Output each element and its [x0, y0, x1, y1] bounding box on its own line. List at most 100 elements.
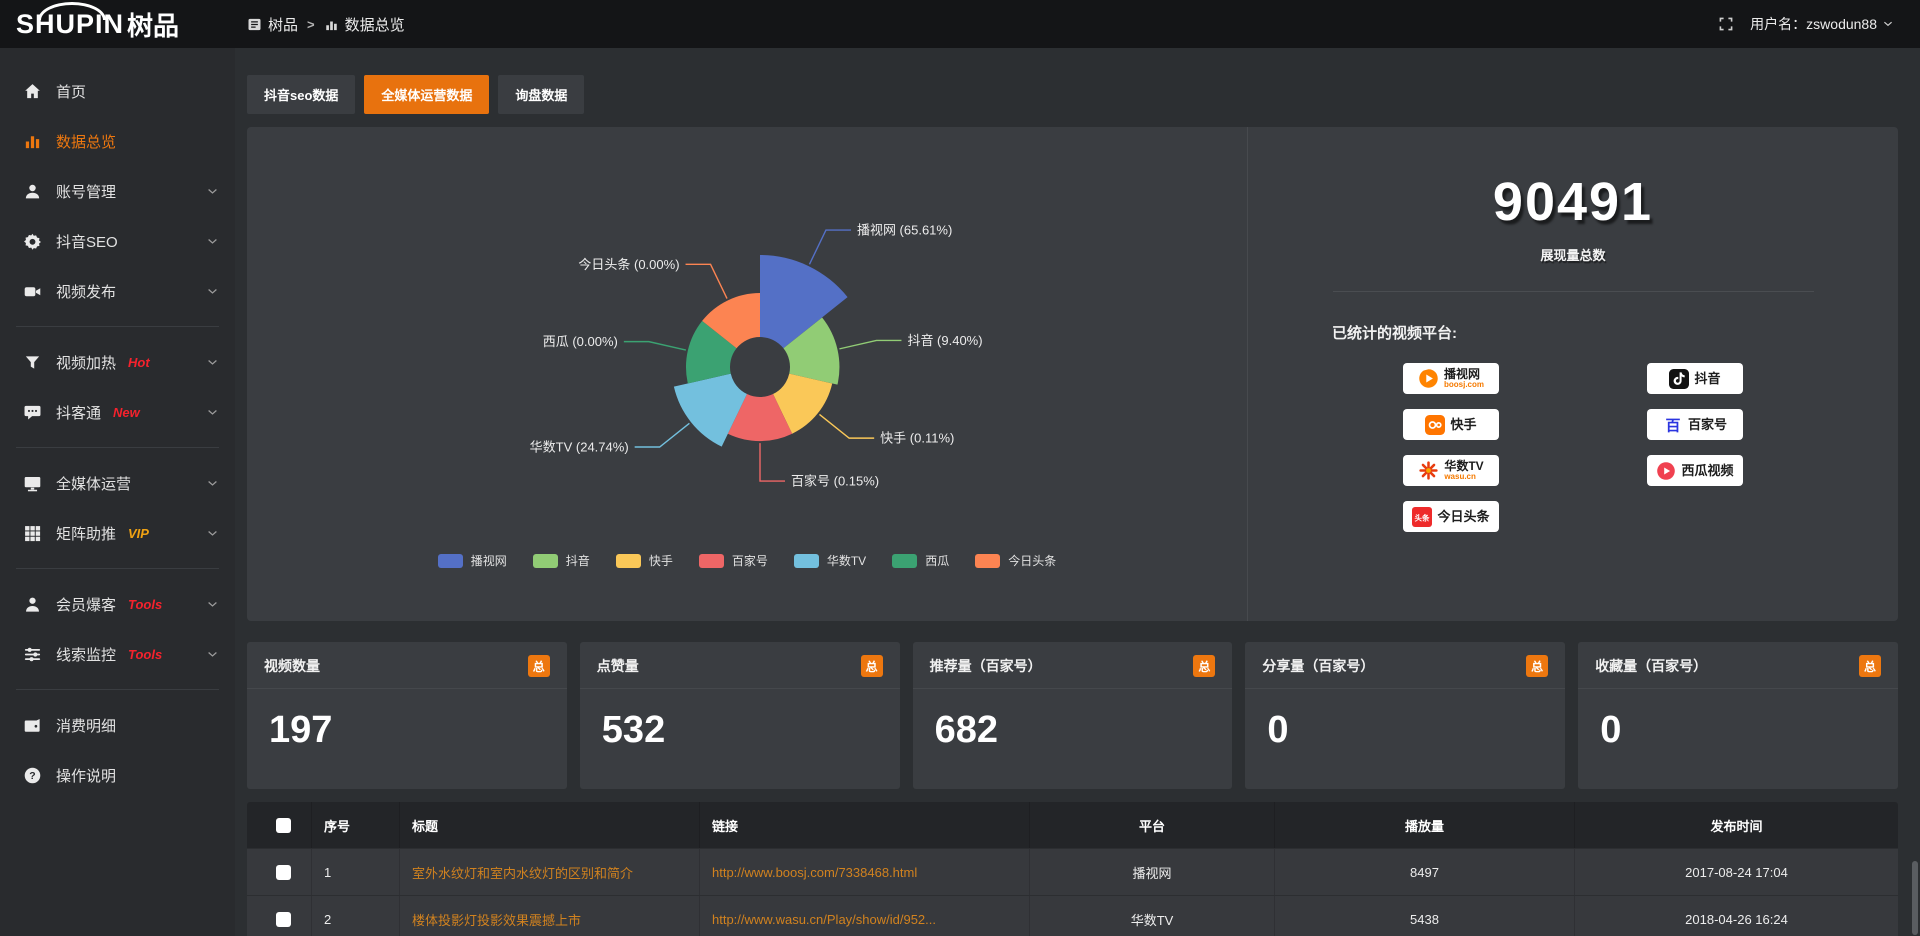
stat-card-title: 分享量（百家号） — [1262, 658, 1375, 674]
total-badge[interactable]: 总 — [860, 655, 883, 677]
sidebar-item-video-publish[interactable]: 视频发布 — [0, 266, 235, 316]
pie-slice-播视网[interactable] — [760, 255, 848, 349]
total-badge[interactable]: 总 — [527, 655, 550, 677]
total-badge[interactable]: 总 — [1193, 655, 1216, 677]
logo-text-en: SHUPIN — [16, 1, 125, 39]
stats-cards-row: 视频数量总 197 点赞量总 532 推荐量（百家号）总 682 分享量（百家号）总 0 收藏量… — [247, 642, 1898, 789]
pie-label-华数TV: 华数TV (24.74%) — [530, 440, 629, 455]
home-icon — [22, 81, 42, 101]
legend-item-百家号[interactable]: 百家号 — [698, 552, 768, 569]
sidebar-item-matrix-boost[interactable]: 矩阵助推 VIP — [0, 508, 235, 558]
total-badge[interactable]: 总 — [1858, 655, 1881, 677]
legend-label: 西瓜 — [925, 554, 950, 568]
breadcrumb-item-shupin[interactable]: 树品 — [247, 14, 298, 35]
platform-badge-baijiahao[interactable]: 百百家号 — [1647, 409, 1743, 440]
platform-badge-toutiao[interactable]: 头条 今日头条 — [1403, 501, 1499, 532]
pie-label-百家号: 百家号 (0.15%) — [791, 474, 879, 489]
sidebar-item-data-overview[interactable]: 数据总览 — [0, 116, 235, 166]
pie-slice-快手[interactable] — [773, 373, 833, 434]
platform-badge-douyin[interactable]: 抖音 — [1647, 363, 1743, 394]
scrollbar-thumb[interactable] — [1912, 861, 1918, 935]
user-icon — [22, 181, 42, 201]
sidebar-item-video-heat[interactable]: 视频加热 Hot — [0, 337, 235, 387]
sidebar-item-help[interactable]: ? 操作说明 — [0, 750, 235, 800]
sidebar-item-member-baoke[interactable]: 会员爆客 Tools — [0, 579, 235, 629]
header-cell: 序号 — [311, 802, 399, 848]
pie-chart-svg[interactable]: 播视网 (65.61%) 抖音 (9.40%) 快手 (0.11%) 百家号 (0.1… — [247, 127, 1247, 557]
sidebar-item-douketong[interactable]: 抖客通 New — [0, 387, 235, 437]
platform-badge-xigua[interactable]: 西瓜视频 — [1647, 455, 1743, 486]
platform-badge-boosj[interactable]: 播视网 boosj.com — [1403, 363, 1499, 394]
sidebar-item-clue-monitor[interactable]: 线索监控 Tools — [0, 629, 235, 679]
tab-inquiry-data[interactable]: 询盘数据 — [498, 75, 585, 114]
user-menu[interactable]: 用户名：zswodun88 — [1750, 14, 1894, 34]
pie-slice-西瓜[interactable] — [686, 320, 737, 384]
select-all-checkbox[interactable] — [276, 817, 291, 833]
tab-media-ops-data[interactable]: 全媒体运营数据 — [364, 75, 490, 114]
cell-link[interactable]: http://www.boosj.com/7338468.html — [699, 849, 1029, 895]
table-row: 2 楼体投影灯投影效果震撼上市 http://www.wasu.cn/Play/sh… — [247, 895, 1898, 936]
cell-checkbox — [247, 896, 311, 936]
divider — [1332, 291, 1814, 292]
pie-label-line — [634, 422, 690, 448]
row-checkbox[interactable] — [276, 911, 291, 927]
cell-title[interactable]: 楼体投影灯投影效果震撼上市 — [399, 896, 699, 936]
platform-name: 西瓜视频 — [1681, 462, 1734, 478]
chevron-down-icon — [206, 648, 219, 661]
sidebar-item-label: 线索监控 — [56, 646, 117, 664]
chat-icon — [22, 402, 42, 422]
sidebar-item-label: 数据总览 — [56, 133, 117, 151]
chevron-down-icon — [206, 185, 219, 198]
wasu-logo-icon — [1418, 460, 1439, 481]
stat-card-title: 视频数量 — [264, 658, 320, 674]
pie-label-line — [685, 263, 728, 299]
cell-link[interactable]: http://www.wasu.cn/Play/show/id/952... — [699, 896, 1029, 936]
pie-slice-百家号[interactable] — [727, 394, 793, 442]
legend-item-抖音[interactable]: 抖音 — [532, 552, 590, 569]
platform-badge-wasu[interactable]: 华数TV wasu.cn — [1403, 455, 1499, 486]
breadcrumb: 树品 > 数据总览 — [247, 14, 405, 35]
pie-slice-华数TV[interactable] — [673, 373, 747, 447]
platform-domain: wasu.cn — [1444, 471, 1476, 481]
chevron-down-icon — [1882, 18, 1894, 30]
cell-time: 2018-04-26 16:24 — [1574, 896, 1898, 936]
stat-card-header: 收藏量（百家号） 总 — [1578, 642, 1898, 689]
row-checkbox[interactable] — [276, 864, 291, 880]
platforms-label: 已统计的视频平台: — [1332, 325, 1457, 342]
legend-label: 华数TV — [826, 554, 867, 568]
cell-title[interactable]: 室外水纹灯和室内水纹灯的区别和简介 — [399, 849, 699, 895]
chevron-down-icon — [206, 406, 219, 419]
platform-domain: boosj.com — [1443, 379, 1484, 389]
stat-card-value: 0 — [1267, 709, 1289, 751]
sidebar-item-label: 视频发布 — [56, 283, 117, 301]
legend-item-华数TV[interactable]: 华数TV — [793, 552, 867, 569]
platform-name: 百家号 — [1687, 416, 1727, 432]
legend-item-播视网[interactable]: 播视网 — [437, 552, 507, 569]
sidebar-item-media-ops[interactable]: 全媒体运营 — [0, 458, 235, 508]
pie-label-line — [819, 413, 875, 439]
breadcrumb-item-data-overview[interactable]: 数据总览 — [324, 14, 405, 35]
sidebar-item-tag: New — [113, 404, 140, 420]
pie-label-line — [623, 340, 687, 351]
legend-item-快手[interactable]: 快手 — [615, 552, 673, 569]
pie-slice-抖音[interactable] — [783, 317, 840, 385]
fullscreen-icon[interactable] — [1718, 16, 1734, 32]
sidebar-item-tag: Hot — [128, 354, 150, 370]
sidebar-item-home[interactable]: 首页 — [0, 66, 235, 116]
videos-table: 序号 标题 链接 平台 播放量 发布时间 1 室外水纹灯和室内水纹灯的区别和简介 http:/… — [247, 802, 1898, 936]
platform-badge-kuaishou[interactable]: 快手 — [1403, 409, 1499, 440]
pie-slice-今日头条[interactable] — [702, 293, 760, 349]
table-body: 1 室外水纹灯和室内水纹灯的区别和简介 http://www.boosj.com/7… — [247, 848, 1898, 936]
chevron-down-icon — [206, 235, 219, 248]
sidebar-item-consumption-detail[interactable]: 消费明细 — [0, 700, 235, 750]
legend-item-今日头条[interactable]: 今日头条 — [975, 552, 1056, 569]
header-cell-checkbox — [247, 802, 311, 848]
tab-douyin-seo-data[interactable]: 抖音seo数据 — [247, 75, 356, 114]
legend-item-西瓜[interactable]: 西瓜 — [892, 552, 949, 569]
stat-card-title: 收藏量（百家号） — [1595, 658, 1708, 674]
gear-icon — [22, 231, 42, 251]
total-badge[interactable]: 总 — [1526, 655, 1549, 677]
header-cell: 链接 — [699, 802, 1029, 848]
sidebar-item-account-manage[interactable]: 账号管理 — [0, 166, 235, 216]
sidebar-item-douyin-seo[interactable]: 抖音SEO — [0, 216, 235, 266]
